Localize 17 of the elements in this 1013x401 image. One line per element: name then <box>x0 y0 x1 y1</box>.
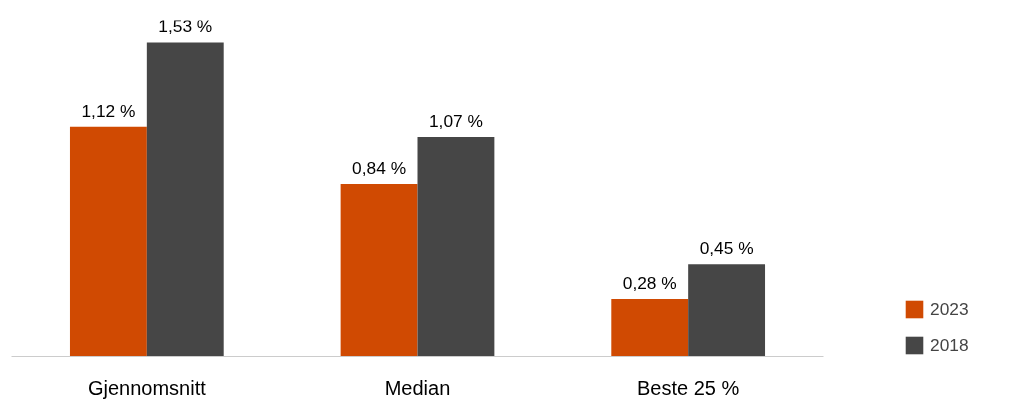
x-tick-label: Median <box>384 376 451 399</box>
data-label: 0,45 % <box>699 238 754 259</box>
legend-label: 2023 <box>930 298 969 320</box>
x-tick-label: Gjennomsnitt <box>87 376 207 399</box>
data-label: 1,07 % <box>428 110 483 131</box>
data-label: 0,84 % <box>352 158 407 179</box>
bar <box>611 299 689 357</box>
data-label: 1,12 % <box>81 100 136 121</box>
bar <box>340 184 418 357</box>
bar <box>69 126 147 357</box>
bar <box>688 264 766 357</box>
data-label: 0,28 % <box>622 273 677 294</box>
legend-label: 2018 <box>930 334 969 356</box>
bar <box>417 136 495 357</box>
data-label: 1,53 % <box>158 16 213 37</box>
bar <box>146 42 224 357</box>
x-tick-label: Beste 25 % <box>637 376 740 399</box>
